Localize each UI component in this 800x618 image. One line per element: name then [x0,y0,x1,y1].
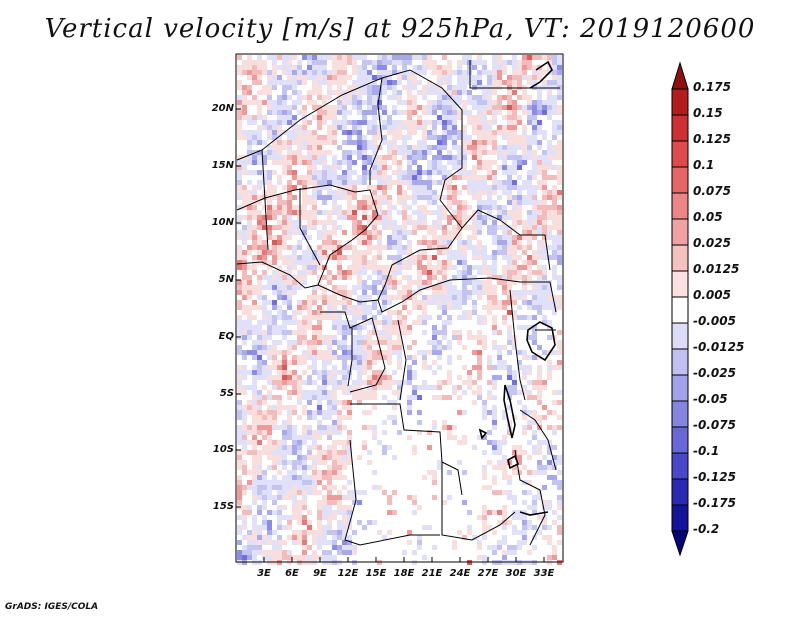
colorbar-bin [671,400,689,428]
colorbar-bin [671,426,689,454]
colorbar-label: -0.2 [693,522,720,536]
colorbar-label: -0.025 [693,366,736,380]
colorbar-label: 0.025 [693,236,731,250]
colorbar-bin [671,374,689,402]
colorbar-bin [671,140,689,168]
country-borders [236,60,560,546]
map-title: Vertical velocity [m/s] at 925hPa, VT: 2… [44,14,756,44]
lon-label: 30E [505,568,527,579]
colorbar-cap-bottom [671,530,689,557]
colorbar-label: -0.0125 [693,340,745,354]
colorbar-bin [671,270,689,298]
colorbar-bin [671,114,689,142]
colorbar-bin [671,296,689,324]
velocity-field [237,55,562,565]
colorbar [671,61,689,557]
credit-text: GrADS: IGES/COLA [5,602,99,612]
colorbar-label: 0.125 [693,132,731,146]
lon-label: 24E [449,568,471,579]
lat-label: 5N [218,274,234,285]
colorbar-label: -0.175 [693,496,736,510]
lakes-coastline [478,60,556,516]
lat-label: 10N [211,217,234,228]
colorbar-bin [671,218,689,246]
lat-label: 15S [212,501,234,512]
lon-label: 12E [337,568,359,579]
colorbar-label: 0.175 [693,80,731,94]
colorbar-label: -0.05 [693,392,728,406]
colorbar-label: 0.05 [693,210,723,224]
lat-label: 20N [211,103,234,114]
colorbar-label: 0.0125 [693,262,740,276]
colorbar-bin [671,348,689,376]
colorbar-bin [671,322,689,350]
colorbar-bin [671,192,689,220]
lon-label: 3E [257,568,271,579]
lat-label: 10S [212,444,234,455]
colorbar-label: -0.1 [693,444,720,458]
colorbar-cap-top [671,61,689,90]
colorbar-label: 0.15 [693,106,723,120]
colorbar-label: -0.125 [693,470,736,484]
colorbar-bin [671,452,689,480]
map-frame [235,53,564,563]
lon-label: 21E [421,568,443,579]
colorbar-bin [671,166,689,194]
colorbar-bin [671,478,689,506]
colorbar-label: 0.1 [693,158,715,172]
colorbar-bin [671,88,689,116]
colorbar-bin [671,244,689,272]
colorbar-label: -0.075 [693,418,736,432]
lat-label: EQ [218,331,234,342]
colorbar-label: -0.005 [693,314,736,328]
lon-label: 18E [393,568,415,579]
lon-label: 15E [365,568,387,579]
lat-ticks [236,108,241,508]
colorbar-bin [671,504,689,532]
lon-label: 6E [285,568,299,579]
lat-label: 15N [211,160,234,171]
lon-label: 27E [477,568,499,579]
lon-label: 33E [533,568,555,579]
lat-label: 5S [219,388,234,399]
lon-label: 9E [313,568,327,579]
colorbar-label: 0.075 [693,184,731,198]
colorbar-label: 0.005 [693,288,731,302]
lon-ticks [263,557,545,562]
